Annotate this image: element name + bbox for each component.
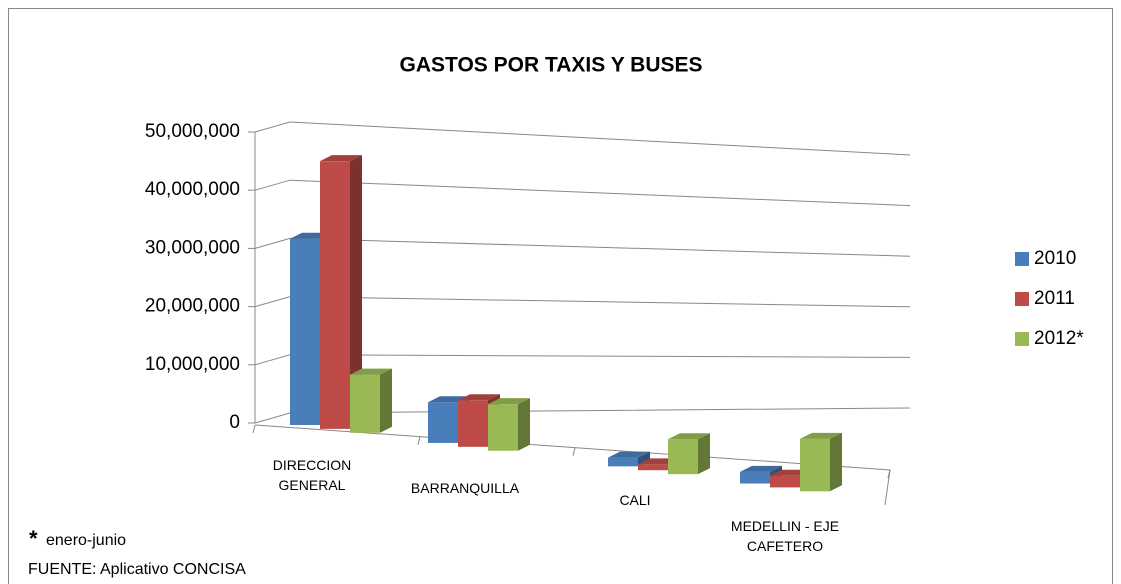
bar-front: [428, 402, 458, 443]
bar-side: [830, 432, 842, 492]
bar: [800, 432, 842, 492]
bar-top: [668, 433, 710, 440]
y-tick-label: 40,000,000: [145, 179, 240, 200]
y-tick-label: 50,000,000: [145, 121, 240, 142]
y-tick-label: 0: [229, 412, 240, 433]
bar-top: [458, 394, 500, 401]
bar-front: [320, 161, 350, 429]
x-tick-label: CALI: [619, 492, 651, 508]
x-tick: [572, 447, 576, 456]
x-tick-label: MEDELLIN - EJE CAFETERO: [730, 518, 840, 554]
x-tick: [252, 424, 256, 434]
annotation-note: enero-junio: [46, 532, 126, 549]
legend-label: 2011: [1034, 288, 1075, 309]
chart-title: GASTOS POR TAXIS Y BUSES: [399, 54, 702, 77]
bar: [320, 155, 362, 429]
bar-top: [608, 451, 650, 458]
chart-border: [8, 8, 1113, 584]
bar-front: [770, 475, 800, 488]
x-tick-label: BARRANQUILLA: [410, 480, 520, 496]
bar-front: [740, 471, 770, 484]
bar-front: [638, 464, 668, 471]
x-tick: [417, 436, 421, 445]
annotation-star: *: [29, 526, 38, 551]
legend-label: 2012*: [1034, 328, 1084, 349]
bar-top: [350, 368, 392, 375]
bar: [350, 368, 392, 433]
legend-label: 2010: [1034, 248, 1076, 269]
bar-front: [608, 457, 638, 467]
bar-top: [320, 155, 362, 162]
grid-line: [254, 121, 911, 156]
bar-top: [488, 398, 530, 405]
x-tick-label: DIRECCION GENERAL: [272, 457, 352, 493]
bar: [488, 398, 530, 451]
bar-front: [488, 404, 518, 451]
bar: [668, 433, 710, 475]
y-tick-label: 10,000,000: [145, 354, 240, 375]
bar-front: [350, 374, 380, 433]
bar-top: [800, 432, 842, 439]
legend-swatch: [1015, 332, 1029, 346]
legend-swatch: [1015, 292, 1029, 306]
bar-top: [740, 465, 782, 472]
bar-side: [350, 155, 362, 429]
grid-line: [254, 237, 911, 257]
bar-side: [380, 368, 392, 433]
y-tick-label: 30,000,000: [145, 237, 240, 258]
bar-side: [518, 398, 530, 451]
y-tick-label: 20,000,000: [145, 296, 240, 317]
bar-front: [458, 400, 488, 447]
bar-side: [698, 433, 710, 475]
bar-front: [800, 438, 830, 492]
legend-swatch: [1015, 252, 1029, 266]
grid-line: [254, 179, 911, 207]
bar: [608, 451, 650, 467]
bar-side: [638, 451, 650, 467]
bar-front: [290, 238, 320, 425]
bar-front: [668, 439, 698, 475]
annotation-source: FUENTE: Aplicativo CONCISA: [28, 561, 246, 578]
x-tick: [887, 469, 891, 479]
